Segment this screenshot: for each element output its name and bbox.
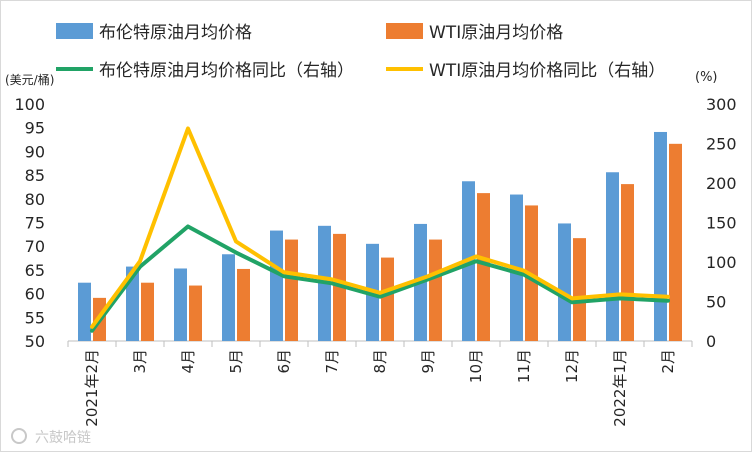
right-tick-label: 50 bbox=[706, 293, 726, 312]
bar bbox=[573, 238, 586, 341]
legend-swatch bbox=[56, 23, 93, 39]
x-tick-label: 12月 bbox=[563, 349, 581, 383]
bar bbox=[222, 254, 235, 341]
right-tick-label: 200 bbox=[706, 174, 737, 193]
axes: 50 55 60 65 70 75 80 85 90 95 100 0 50 100 150 200 250 30… bbox=[5, 70, 737, 427]
left-tick-label: 65 bbox=[25, 261, 45, 280]
bar bbox=[189, 285, 202, 341]
bar bbox=[381, 257, 394, 341]
bar bbox=[654, 131, 667, 341]
x-tick-label: 8月 bbox=[371, 349, 389, 374]
x-tick-label: 11月 bbox=[515, 349, 533, 383]
right-tick-label: 0 bbox=[706, 332, 716, 351]
watermark: 六鼓哈链 bbox=[11, 428, 91, 446]
bar bbox=[78, 282, 91, 341]
x-tick-label: 2021年2月 bbox=[83, 349, 101, 427]
x-tick-label: 2月 bbox=[659, 349, 677, 374]
right-axis-unit: (%) bbox=[695, 70, 718, 85]
x-tick-label: 9月 bbox=[419, 349, 437, 374]
bar bbox=[606, 172, 619, 341]
left-tick-label: 50 bbox=[25, 332, 45, 351]
left-tick-label: 75 bbox=[25, 214, 45, 233]
bar bbox=[429, 239, 442, 341]
bar bbox=[141, 282, 154, 341]
left-tick-label: 55 bbox=[25, 308, 45, 327]
legend-label: WTI原油月均价格 bbox=[429, 23, 563, 43]
series-line bbox=[90, 224, 670, 333]
right-tick-label: 100 bbox=[706, 253, 737, 272]
legend-label: WTI原油月均价格同比（右轴） bbox=[429, 61, 665, 81]
left-axis-unit: (美元/桶) bbox=[5, 72, 54, 87]
x-tick-label: 3月 bbox=[131, 349, 149, 374]
bar bbox=[237, 268, 250, 341]
left-tick-label: 100 bbox=[14, 95, 45, 114]
bar bbox=[558, 223, 571, 341]
x-tick-label: 5月 bbox=[227, 349, 245, 374]
legend-label: 布伦特原油月均价格 bbox=[99, 23, 252, 43]
left-tick-label: 80 bbox=[25, 190, 45, 209]
legend-label: 布伦特原油月均价格同比（右轴） bbox=[99, 61, 354, 81]
right-tick-label: 300 bbox=[706, 95, 737, 114]
bar bbox=[174, 268, 187, 341]
lines bbox=[90, 126, 670, 333]
bar bbox=[477, 193, 490, 341]
bar bbox=[126, 266, 139, 341]
left-tick-label: 60 bbox=[25, 285, 45, 304]
left-tick-label: 70 bbox=[25, 237, 45, 256]
watermark-text: 六鼓哈链 bbox=[35, 430, 91, 446]
bars bbox=[78, 131, 682, 341]
bar bbox=[285, 239, 298, 341]
bar bbox=[669, 143, 682, 341]
bar bbox=[270, 230, 283, 341]
x-tick-label: 2022年1月 bbox=[611, 349, 629, 427]
left-tick-label: 85 bbox=[25, 166, 45, 185]
right-tick-label: 250 bbox=[706, 135, 737, 154]
right-tick-label: 150 bbox=[706, 214, 737, 233]
x-tick-label: 6月 bbox=[275, 349, 293, 374]
left-tick-label: 90 bbox=[25, 142, 45, 161]
series-line bbox=[90, 126, 670, 329]
x-tick-label: 7月 bbox=[323, 349, 341, 374]
legend-swatch bbox=[386, 23, 423, 39]
bar bbox=[621, 184, 634, 341]
watermark-logo-icon bbox=[11, 428, 27, 444]
x-tick-label: 10月 bbox=[467, 349, 485, 383]
x-tick-label: 4月 bbox=[179, 349, 197, 374]
left-tick-label: 95 bbox=[25, 119, 45, 138]
